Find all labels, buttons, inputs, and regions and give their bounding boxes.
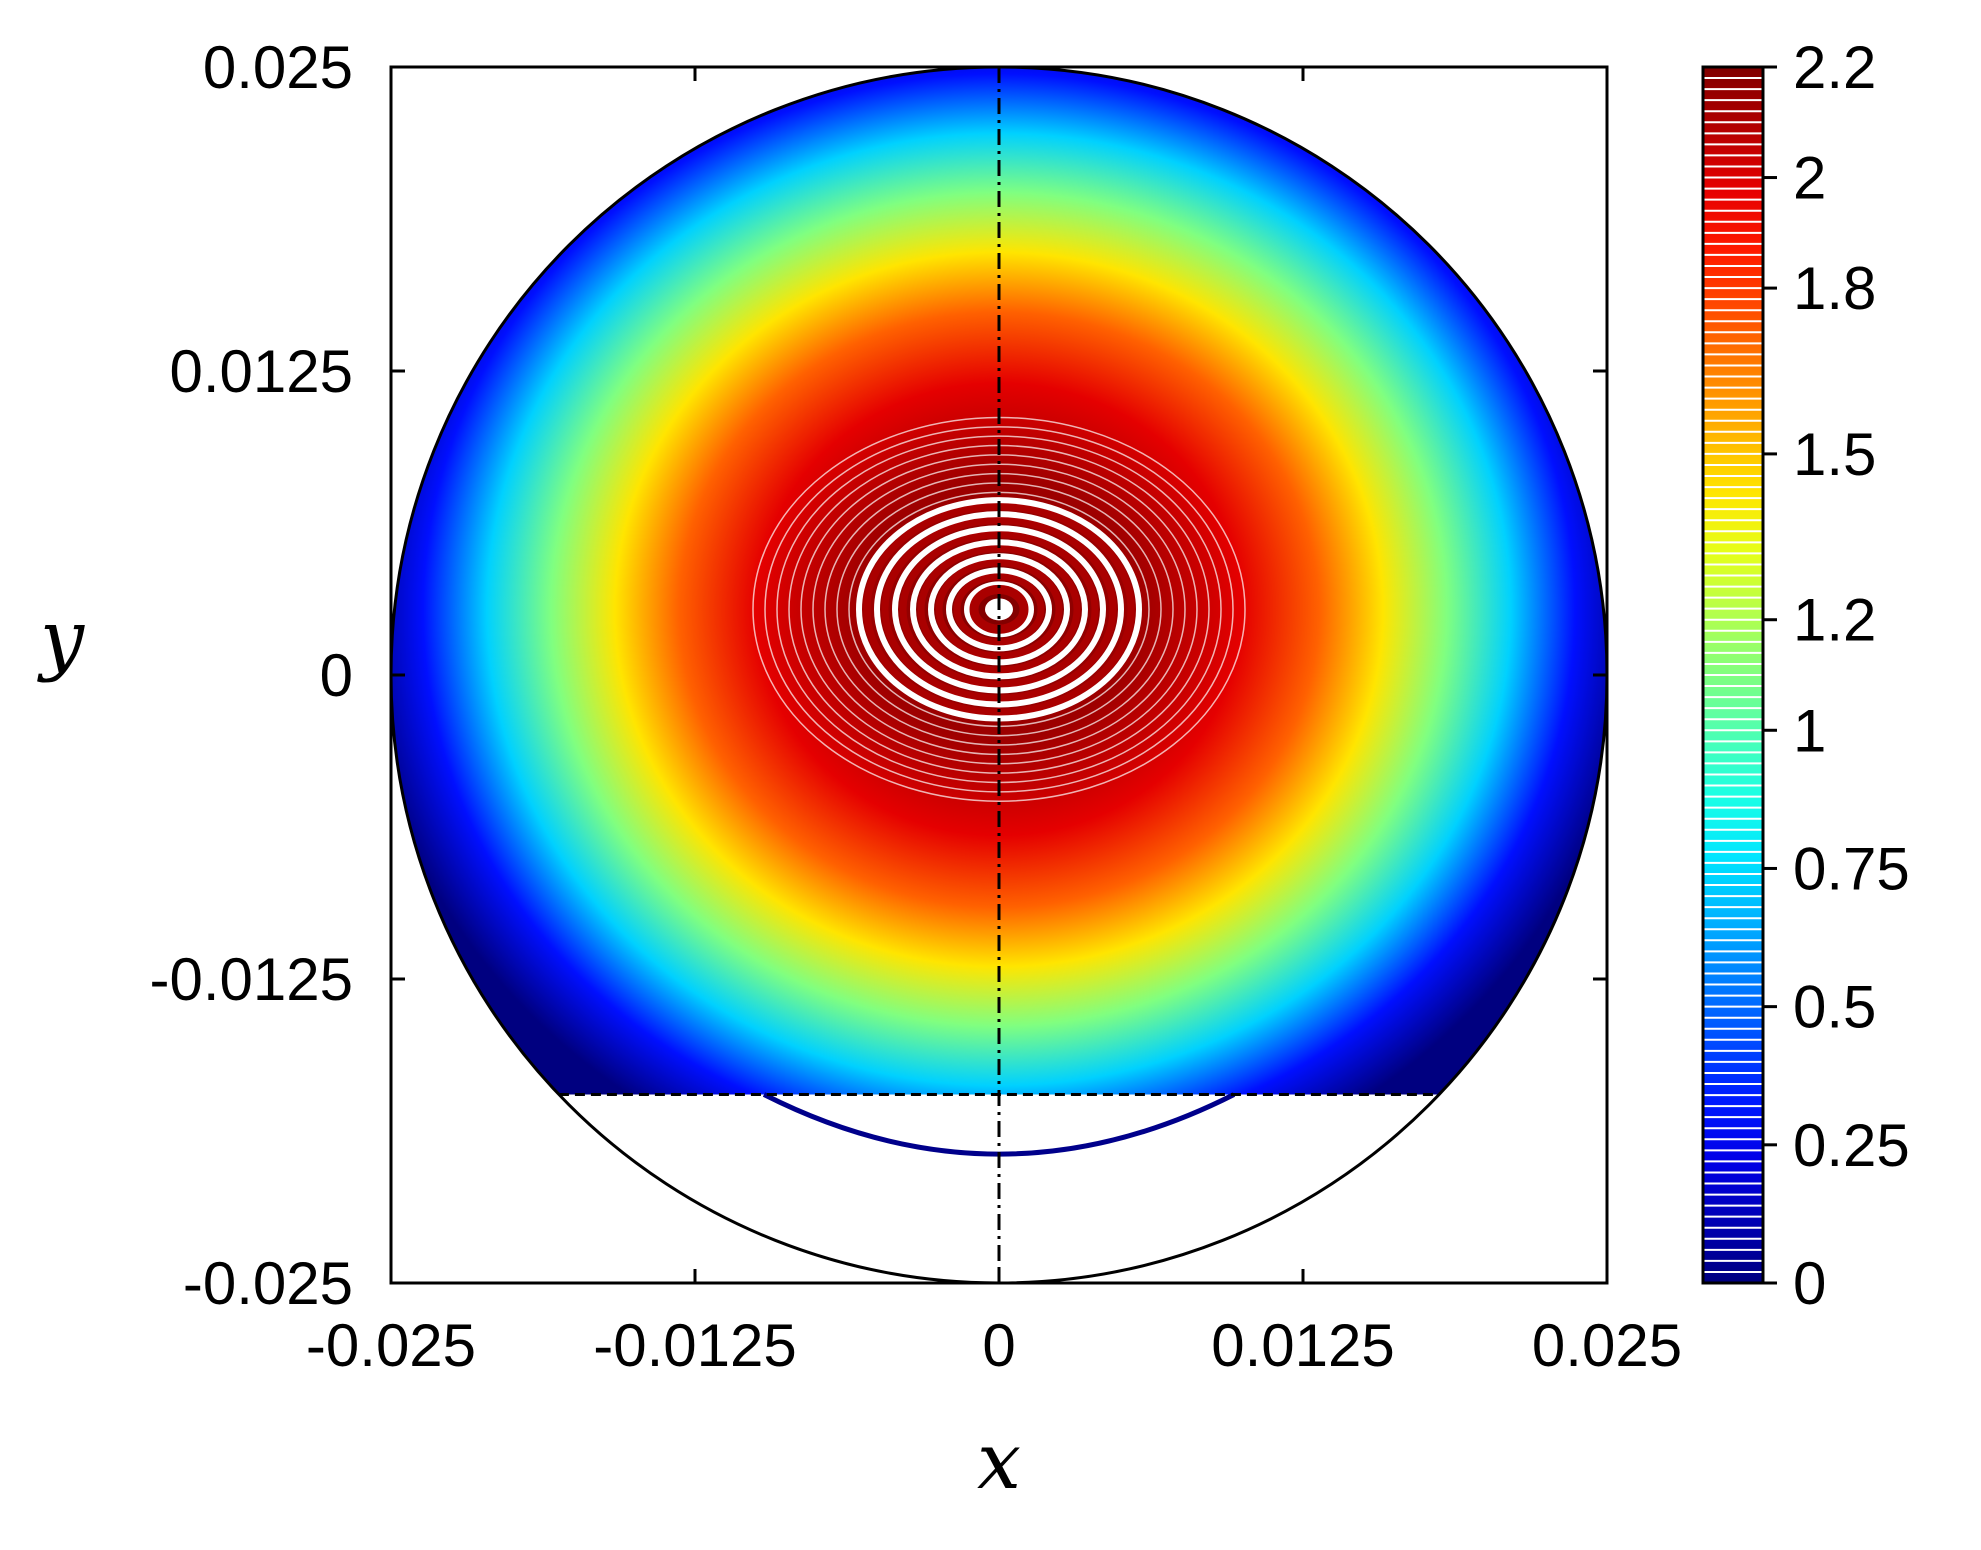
colorbar-tick-label: 2 bbox=[1793, 145, 1826, 212]
colorbar-ticks: 2.2 2 1.8 1.5 1.2 1 0.75 0.5 0.25 0 bbox=[1763, 34, 1910, 1317]
x-axis-label: x bbox=[977, 1417, 1021, 1507]
y-axis-label: y bbox=[37, 594, 85, 684]
colorbar-tick-label: 1.8 bbox=[1793, 255, 1876, 322]
y-tick-label: -0.025 bbox=[183, 1250, 353, 1317]
y-tick-label: 0.025 bbox=[203, 34, 353, 101]
y-tick-label: 0 bbox=[320, 642, 353, 709]
colorbar-tick-label: 0.25 bbox=[1793, 1112, 1910, 1179]
x-tick-label: -0.025 bbox=[306, 1312, 476, 1379]
colorbar-tick-label: 1.2 bbox=[1793, 587, 1876, 654]
y-tick-label: 0.0125 bbox=[169, 338, 353, 405]
colorbar-tick-label: 1 bbox=[1793, 697, 1826, 764]
colorbar-tick-label: 0.5 bbox=[1793, 974, 1876, 1041]
colorbar-tick-label: 2.2 bbox=[1793, 34, 1876, 101]
colorbar-tick-label: 0 bbox=[1793, 1250, 1826, 1317]
colorbar: 2.2 2 1.8 1.5 1.2 1 0.75 0.5 0.25 0 bbox=[1701, 34, 1910, 1317]
colorbar-tick-label: 1.5 bbox=[1793, 421, 1876, 488]
colorbar-frame bbox=[1701, 65, 1765, 1285]
y-axis-ticks: 0.025 0.0125 0 -0.0125 -0.025 bbox=[150, 34, 1607, 1317]
x-tick-label: 0 bbox=[982, 1312, 1015, 1379]
x-axis-ticks: -0.025 -0.0125 0 0.0125 0.025 bbox=[306, 67, 1682, 1379]
x-tick-label: 0.025 bbox=[1532, 1312, 1682, 1379]
colorbar-level-lines bbox=[1703, 77, 1763, 1273]
x-tick-label: -0.0125 bbox=[593, 1312, 797, 1379]
y-tick-label: -0.0125 bbox=[150, 946, 354, 1013]
field-fill bbox=[391, 67, 1607, 1095]
colorbar-tick-label: 0.75 bbox=[1793, 835, 1910, 902]
x-tick-label: 0.0125 bbox=[1211, 1312, 1395, 1379]
